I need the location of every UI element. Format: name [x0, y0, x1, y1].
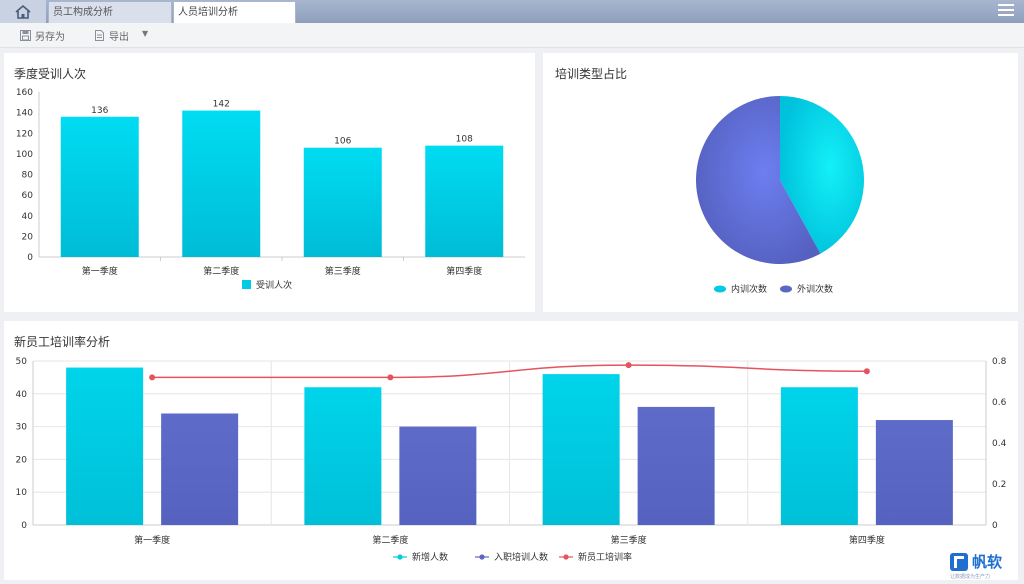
y-tick-label: 160 — [16, 88, 33, 98]
tab-employee-composition[interactable]: 员工构成分析 — [48, 1, 172, 23]
y-tick-label: 50 — [16, 357, 28, 367]
y-tick-label: 10 — [16, 488, 28, 498]
y2-tick-label: 0.2 — [992, 480, 1006, 490]
bar — [875, 420, 953, 525]
panel-title: 新员工培训率分析 — [14, 335, 111, 349]
quarterly-trainees-chart: 0 20 40 60 80 100 120 140 160 136 第一季度 142 第二季度 106 第三… — [16, 88, 525, 291]
save-as-label: 另存为 — [35, 32, 65, 43]
legend-label: 新员工培训率 — [578, 551, 632, 563]
y-tick-label: 100 — [16, 150, 33, 160]
rate-point — [625, 362, 632, 369]
x-tick-label: 第四季度 — [446, 265, 482, 277]
bar — [780, 387, 858, 525]
pie-slice — [780, 96, 864, 254]
y-tick-label: 0 — [21, 521, 27, 531]
y-tick-label: 120 — [16, 129, 33, 139]
rate-point — [863, 368, 870, 375]
y-tick-label: 60 — [22, 191, 34, 201]
save-icon — [20, 30, 31, 41]
quarterly-trainees-panel: 季度受训人次 0 20 40 60 80 100 120 140 160 136 第一季度 142 第二… — [4, 53, 535, 312]
legend-label: 入职培训人数 — [494, 551, 548, 563]
x-tick-label: 第一季度 — [82, 265, 118, 277]
legend-swatch — [397, 554, 403, 560]
y2-tick-label: 0.6 — [992, 398, 1007, 408]
bar — [637, 406, 715, 525]
bar — [542, 374, 620, 525]
brand-logo: 帆软 — [950, 551, 1002, 572]
x-tick-label: 第一季度 — [134, 534, 170, 546]
rate-point — [387, 374, 394, 381]
y-tick-label: 30 — [16, 423, 28, 433]
y-tick-label: 40 — [22, 212, 34, 222]
newhire-training-panel: 新员工培训率分析 0 10 20 30 40 50 0 0.2 0.4 0.6 0.8 第一季度 第二季… — [4, 321, 1018, 580]
data-label: 142 — [213, 100, 230, 110]
pie-slice — [696, 96, 821, 264]
y-tick-label: 140 — [16, 109, 33, 119]
bar — [304, 387, 382, 525]
bar — [66, 367, 144, 525]
data-label: 108 — [456, 135, 473, 145]
bar — [399, 426, 477, 525]
rate-line — [152, 364, 867, 379]
y-tick-label: 40 — [16, 390, 28, 400]
home-button[interactable] — [0, 0, 46, 23]
bar — [303, 147, 382, 257]
home-icon — [15, 4, 31, 19]
x-tick-label: 第三季度 — [611, 534, 647, 546]
export-label: 导出 — [109, 32, 129, 43]
legend-swatch — [714, 285, 726, 293]
y2-tick-label: 0.4 — [992, 439, 1007, 449]
legend-swatch — [242, 280, 251, 289]
export-dropdown-arrow-icon[interactable]: ▼ — [142, 29, 149, 38]
tab-bar: 员工构成分析 人员培训分析 — [0, 0, 1024, 23]
x-tick-label: 第三季度 — [325, 265, 361, 277]
y2-tick-label: 0.8 — [992, 357, 1007, 367]
y-tick-label: 20 — [16, 455, 28, 465]
x-tick-label: 第二季度 — [372, 534, 408, 546]
y2-tick-label: 0 — [992, 521, 998, 531]
training-type-chart: 内训次数 外训次数 — [696, 96, 864, 295]
tab-training-analysis[interactable]: 人员培训分析 — [173, 1, 296, 23]
toolbar: 另存为 导出 ▼ — [0, 23, 1024, 48]
logo-subtitle: 让数据成为生产力 — [950, 574, 991, 580]
y-tick-label: 0 — [27, 253, 33, 263]
bar — [161, 413, 239, 525]
data-label: 136 — [91, 106, 108, 116]
save-as-button[interactable]: 另存为 — [20, 28, 65, 43]
panel-title: 培训类型占比 — [555, 67, 628, 81]
legend-swatch — [780, 285, 792, 293]
x-tick-label: 第二季度 — [203, 265, 239, 277]
export-button[interactable]: 导出 — [94, 28, 129, 43]
legend-label: 外训次数 — [797, 283, 833, 295]
rate-point — [149, 374, 156, 381]
legend-label: 内训次数 — [731, 283, 767, 295]
legend-label: 受训人次 — [256, 279, 292, 291]
bar — [425, 145, 504, 257]
legend-label: 新增人数 — [412, 551, 448, 563]
logo-icon — [950, 552, 968, 571]
bar — [182, 110, 261, 257]
bar — [60, 116, 139, 257]
menu-icon[interactable] — [998, 4, 1014, 18]
legend-swatch — [563, 554, 569, 560]
legend-swatch — [479, 554, 485, 560]
export-icon — [95, 30, 104, 41]
x-tick-label: 第四季度 — [849, 534, 885, 546]
data-label: 106 — [334, 137, 351, 147]
training-type-panel: 培训类型占比 内训次数 外训次数 — [543, 53, 1018, 312]
y-tick-label: 80 — [22, 171, 34, 181]
newhire-training-chart: 0 10 20 30 40 50 0 0.2 0.4 0.6 0.8 第一季度 第二季度 第三季度 第四季度… — [16, 357, 1007, 563]
y-tick-label: 20 — [22, 232, 34, 242]
panel-title: 季度受训人次 — [14, 67, 87, 81]
logo-text: 帆软 — [972, 553, 1003, 571]
